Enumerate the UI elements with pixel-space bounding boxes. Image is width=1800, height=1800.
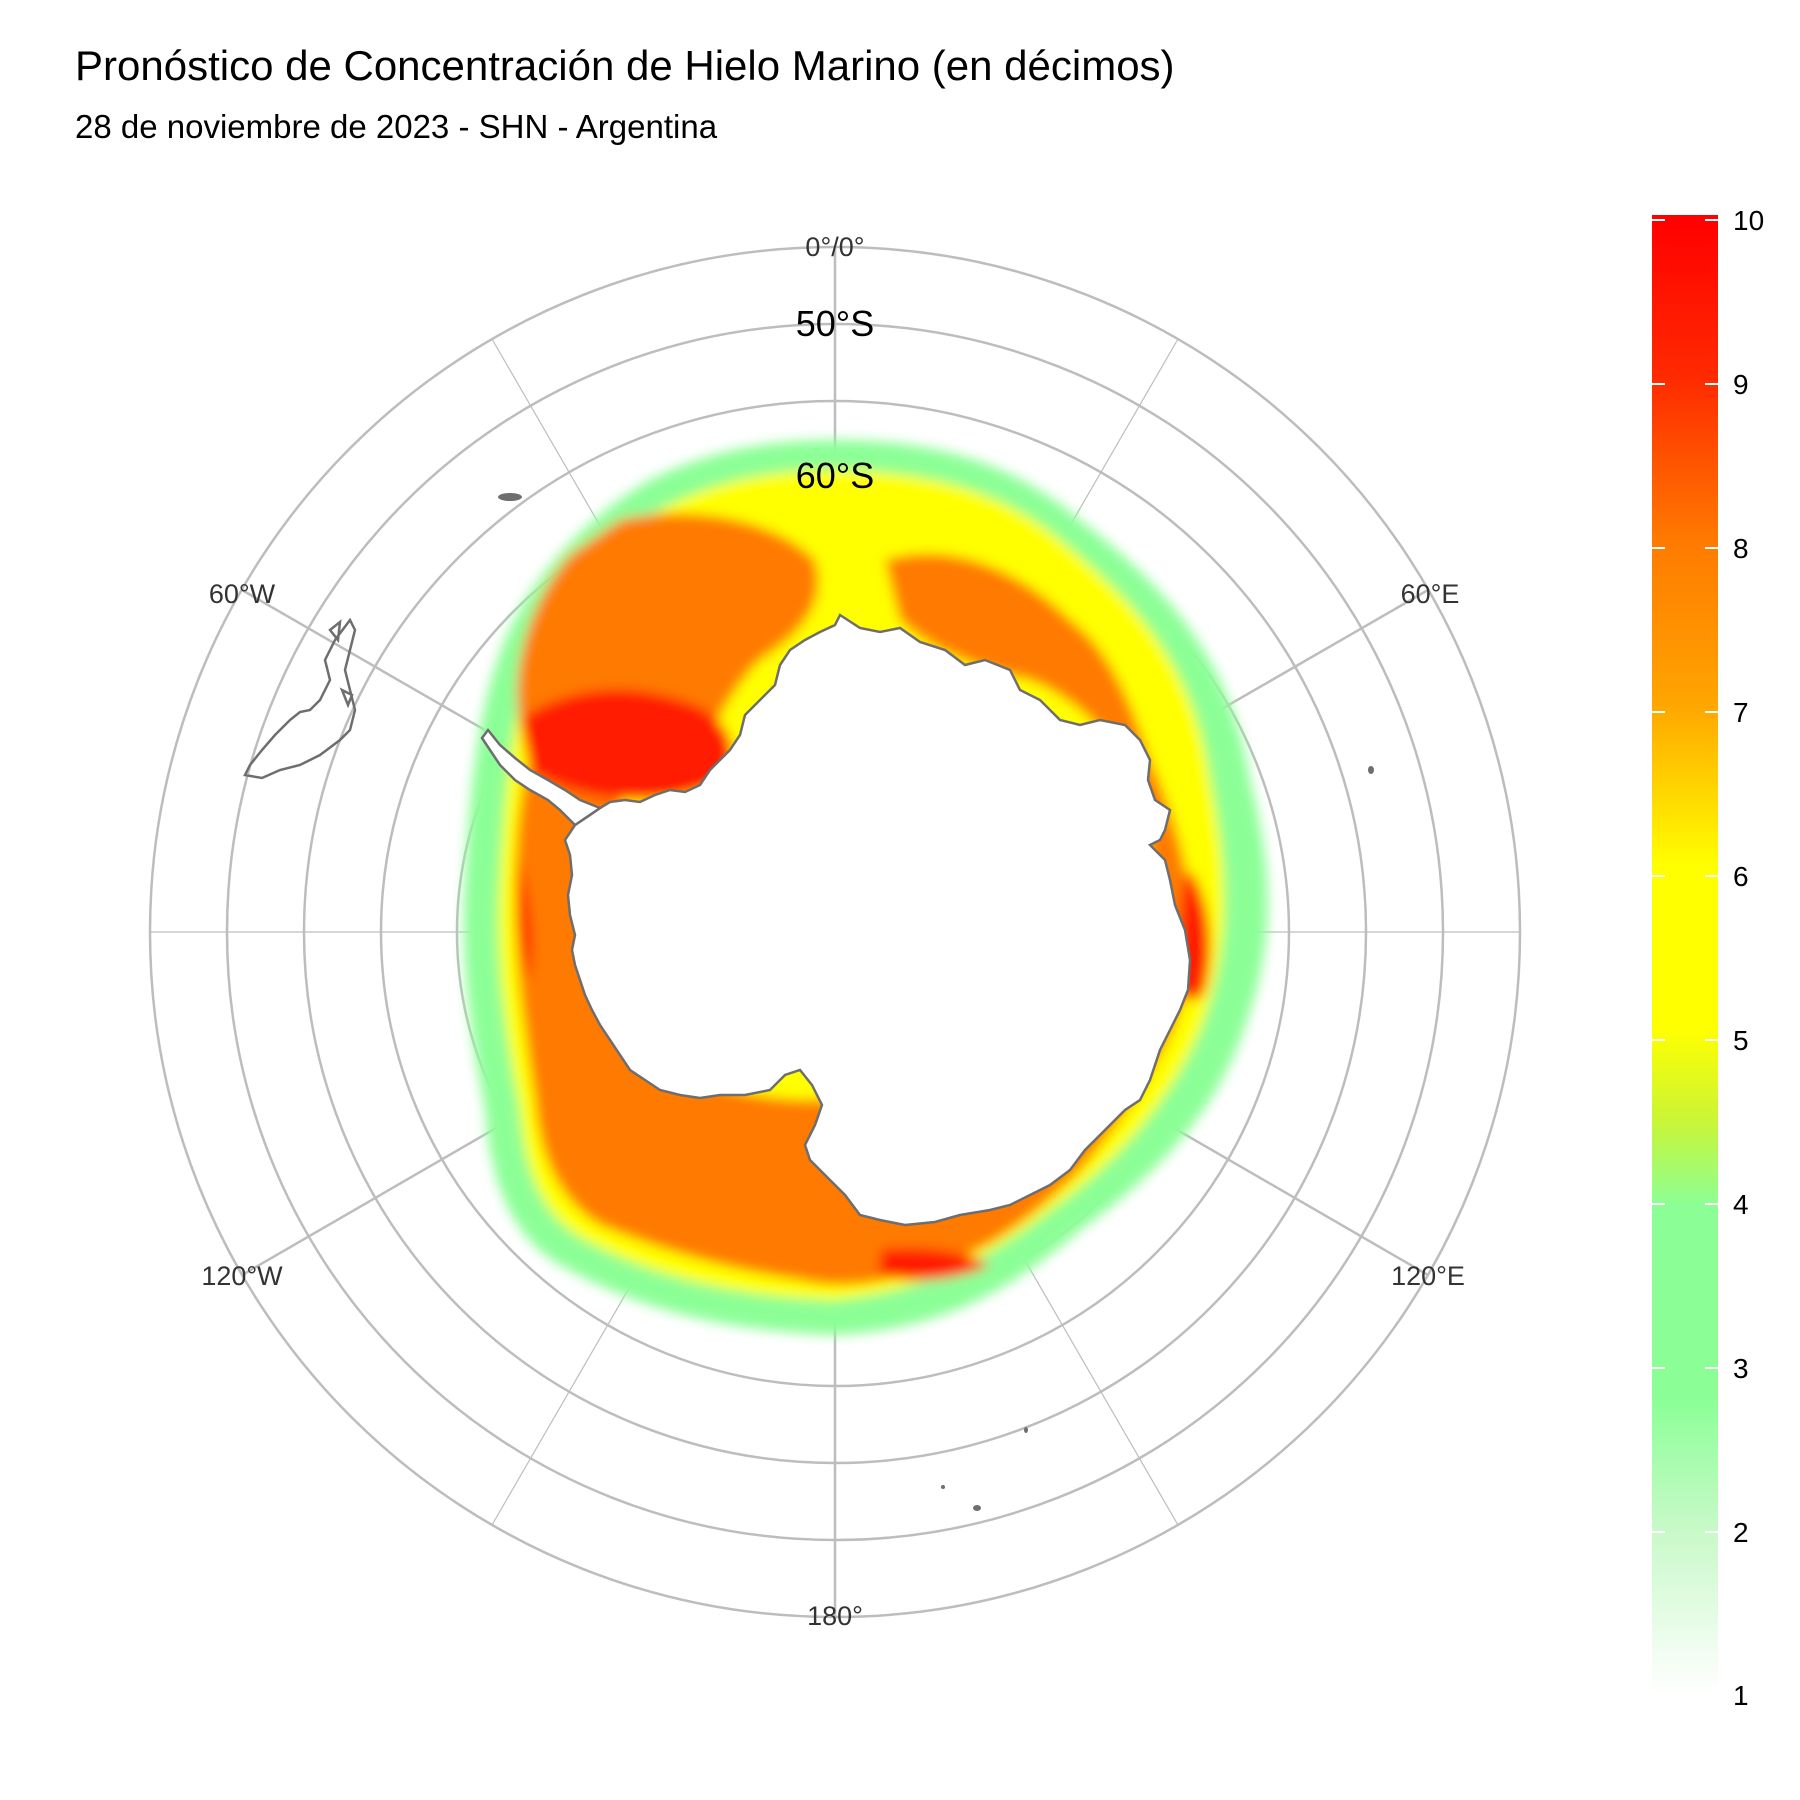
island xyxy=(973,1505,981,1511)
colorbar-tick-9: 9 xyxy=(1733,369,1749,400)
island xyxy=(498,493,522,501)
island xyxy=(941,1485,945,1489)
label-60e: 60°E xyxy=(1401,579,1460,609)
antarctica-land xyxy=(563,613,1192,1227)
colorbar-tick-6: 6 xyxy=(1733,861,1749,892)
colorbar-tick-marks xyxy=(1652,219,1718,1696)
colorbar-gradient xyxy=(1652,215,1718,1695)
colorbar-tick-3: 3 xyxy=(1733,1353,1749,1384)
page-title: Pronóstico de Concentración de Hielo Mar… xyxy=(75,42,1175,89)
island xyxy=(1368,766,1374,774)
label-60w: 60°W xyxy=(209,579,276,609)
meridian-labels: 0°/0° 60°E 120°E 180° 120°W 60°W xyxy=(201,232,1465,1631)
label-50s: 50°S xyxy=(796,303,874,344)
south-america-coast xyxy=(243,617,357,780)
colorbar-tick-10: 10 xyxy=(1733,205,1764,236)
ice-band-max xyxy=(518,689,1210,1281)
colorbar-tick-2: 2 xyxy=(1733,1517,1749,1548)
islands xyxy=(498,493,1374,1511)
label-180: 180° xyxy=(807,1601,863,1631)
label-60s: 60°S xyxy=(796,455,874,496)
colorbar-tick-1: 1 xyxy=(1733,1680,1749,1711)
colorbar-tick-8: 8 xyxy=(1733,533,1749,564)
colorbar-tick-4: 4 xyxy=(1733,1189,1749,1220)
label-120e: 120°E xyxy=(1391,1261,1465,1291)
label-120w: 120°W xyxy=(201,1261,283,1291)
island xyxy=(1024,1427,1028,1433)
parallel-labels: 50°S 60°S xyxy=(796,303,874,496)
colorbar-tick-5: 5 xyxy=(1733,1025,1749,1056)
colorbar-tick-7: 7 xyxy=(1733,697,1749,728)
label-0: 0°/0° xyxy=(805,232,864,262)
colorbar: 10 9 8 7 6 5 4 3 2 1 xyxy=(1652,205,1764,1711)
page-subtitle: 28 de noviembre de 2023 - SHN - Argentin… xyxy=(75,108,718,145)
antarctic-peninsula xyxy=(480,727,603,827)
